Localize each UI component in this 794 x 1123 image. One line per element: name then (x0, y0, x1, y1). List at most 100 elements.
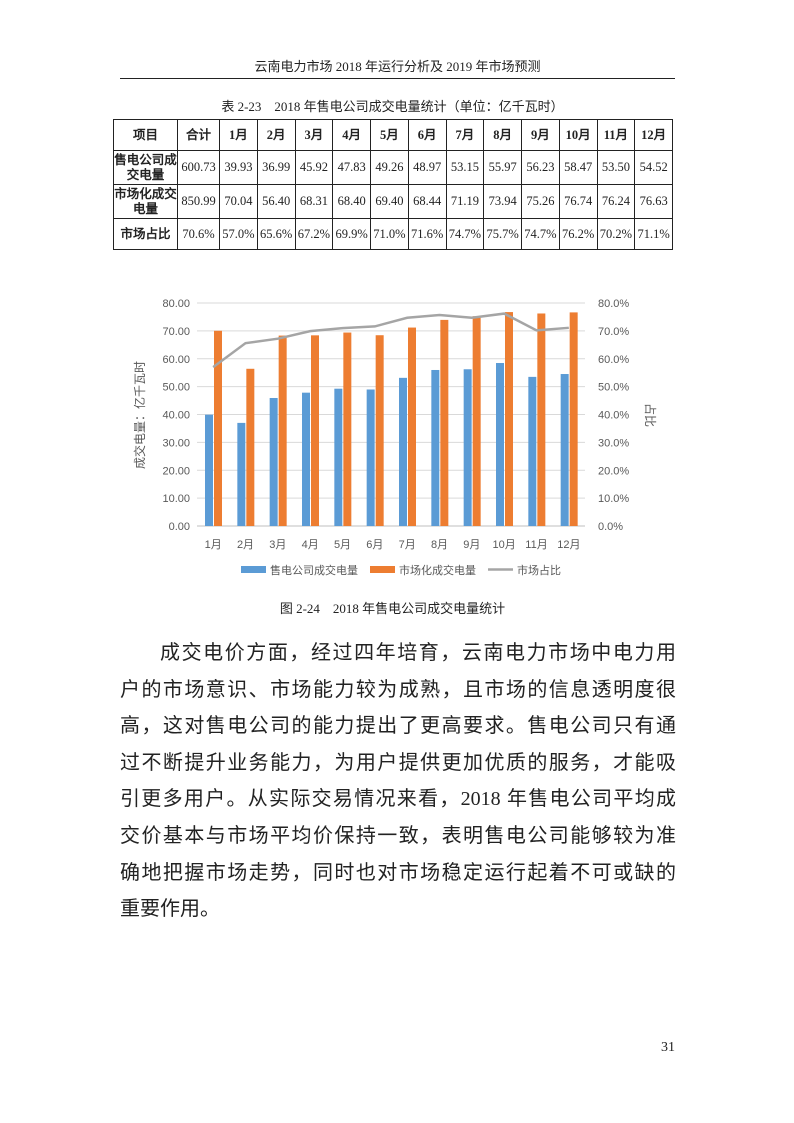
x-tick-label: 4月 (302, 539, 319, 551)
y2-tick-label: 20.0% (598, 465, 629, 477)
x-tick-label: 2月 (237, 539, 254, 551)
table-cell: 68.31 (294, 184, 334, 219)
bar-market (246, 368, 255, 526)
bar-sales-company (399, 377, 407, 526)
y-tick-label: 60.00 (162, 354, 190, 366)
y2-tick-label: 50.0% (598, 382, 629, 394)
bar-market (375, 335, 384, 526)
paragraph-line: 户的市场意识、市场能力较为成熟，且市场的信息透明度很 (120, 678, 676, 701)
bar-sales-company (431, 369, 440, 526)
table-cell: 69.40 (370, 184, 409, 219)
paragraph-line: 高，这对售电公司的能力提出了更高要求。售电公司只有通 (120, 715, 676, 738)
table-cell: 76.63 (634, 184, 673, 219)
bar-sales-company (269, 397, 278, 526)
table-cell: 74.7% (445, 218, 485, 250)
table-cell: 71.6% (407, 218, 447, 250)
x-tick-label: 7月 (399, 539, 416, 551)
y-tick-label: 30.00 (162, 437, 190, 449)
row-label: 市场化成交电量 (113, 184, 178, 219)
bar-sales-company (560, 374, 569, 526)
table-cell: 71.19 (445, 184, 485, 219)
bar-sales-company (463, 369, 472, 526)
bar-market (343, 332, 352, 526)
table-caption: 表 2-23 2018 年售电公司成交电量统计（单位：亿千瓦时） (221, 99, 564, 114)
bar-market (311, 335, 319, 526)
y-tick-label: 10.00 (162, 493, 190, 505)
table-cell: 71.0% (370, 218, 409, 250)
table-cell: 39.93 (219, 150, 258, 185)
column-header: 6月 (407, 119, 447, 151)
y-tick-label: 20.00 (162, 465, 190, 477)
table-row: 售电公司成交电量 600.73 39.93 36.99 45.92 47.83 49.26 4… (113, 150, 673, 185)
legend-label: 市场化成交电量 (399, 563, 476, 577)
data-table: 项目 合计 1月 2月 3月 4月 5月 6月 7月 8月 9月 10月 11月 12月 售电公司成交电量… (113, 119, 673, 250)
paragraph-line: 成交电价方面，经过四年培育，云南电力市场中电力用 (160, 642, 676, 664)
bar-sales-company (205, 414, 213, 526)
bar-market (214, 330, 222, 526)
table-row: 市场占比 70.6% 57.0% 65.6% 67.2% 69.9% 71.0% 71.6% 7… (113, 218, 673, 250)
y-tick-label: 0.00 (169, 521, 190, 533)
table-cell: 67.2% (294, 218, 334, 250)
table-cell: 73.94 (483, 184, 522, 219)
table-cell: 48.97 (407, 150, 447, 185)
paragraph-line: 交价基本与市场平均价保持一致，表明售电公司能够较为准 (120, 825, 676, 847)
bar-market (440, 319, 449, 526)
column-header: 7月 (445, 119, 485, 151)
figure-caption: 图 2-24 2018 年售电公司成交电量统计 (279, 601, 506, 616)
x-tick-label: 5月 (334, 539, 351, 551)
table-cell: 65.6% (256, 218, 296, 250)
bar-sales-company (528, 376, 537, 526)
table-cell: 76.24 (596, 184, 636, 219)
table-cell: 70.2% (596, 218, 636, 250)
table-cell: 53.15 (445, 150, 485, 185)
column-header: 3月 (294, 119, 334, 151)
x-tick-label: 12月 (557, 539, 580, 551)
table-cell: 45.92 (294, 150, 334, 185)
y2-tick-label: 10.0% (598, 493, 629, 505)
x-tick-label: 6月 (366, 539, 383, 551)
y-tick-label: 40.00 (162, 410, 190, 422)
table-cell: 70.6% (177, 218, 220, 250)
table-cell: 76.2% (558, 218, 598, 250)
column-header: 5月 (370, 119, 409, 151)
bar-sales-company (366, 389, 375, 526)
y-tick-label: 50.00 (162, 382, 190, 394)
x-tick-label: 9月 (463, 539, 480, 551)
table-cell: 57.0% (219, 218, 258, 250)
y2-tick-label: 40.0% (598, 410, 629, 422)
x-tick-label: 3月 (269, 539, 286, 551)
y2-tick-label: 0.0% (598, 521, 623, 533)
table-cell: 54.52 (634, 150, 673, 185)
legend-label: 市场占比 (517, 563, 561, 577)
y-tick-label: 70.00 (162, 326, 190, 338)
y-axis-title: 成交电量：亿千瓦时 (132, 361, 147, 469)
y-tick-label: 80.00 (162, 298, 190, 310)
table-cell: 36.99 (256, 150, 296, 185)
table-cell: 69.9% (332, 218, 371, 250)
bar-line-chart: 0.00 0.0% 10.00 10.0% 20.00 20.0% 30.00 30.0% 40… (132, 298, 658, 577)
row-label: 售电公司成交电量 (113, 150, 178, 185)
table-cell: 68.44 (407, 184, 447, 219)
legend-swatch (370, 566, 395, 573)
table-cell: 58.47 (558, 150, 598, 185)
y2-axis-title: 占比 (643, 403, 658, 427)
table-header-row: 项目 合计 1月 2月 3月 4月 5月 6月 7月 8月 9月 10月 11月 12月 (113, 119, 673, 151)
table-cell: 600.73 (177, 150, 220, 185)
header-rule (120, 78, 675, 79)
column-header: 11月 (596, 119, 636, 151)
legend-label: 售电公司成交电量 (270, 563, 358, 577)
paragraph-line: 引更多用户。从实际交易情况来看，2018 年售电公司平均成 (120, 788, 676, 811)
line-market-share (212, 312, 569, 369)
table-cell: 75.7% (483, 218, 522, 250)
y2-tick-label: 70.0% (598, 326, 629, 338)
table-cell: 55.97 (483, 150, 522, 185)
x-tick-label: 10月 (493, 539, 516, 551)
column-header: 1月 (219, 119, 258, 151)
column-header: 10月 (558, 119, 598, 151)
column-header: 12月 (634, 119, 673, 151)
table-cell: 75.26 (521, 184, 560, 219)
table-cell: 56.23 (521, 150, 560, 185)
legend-swatch (241, 566, 266, 573)
running-head: 云南电力市场 2018 年运行分析及 2019 年市场预测 (254, 59, 541, 74)
y2-tick-label: 80.0% (598, 298, 629, 310)
